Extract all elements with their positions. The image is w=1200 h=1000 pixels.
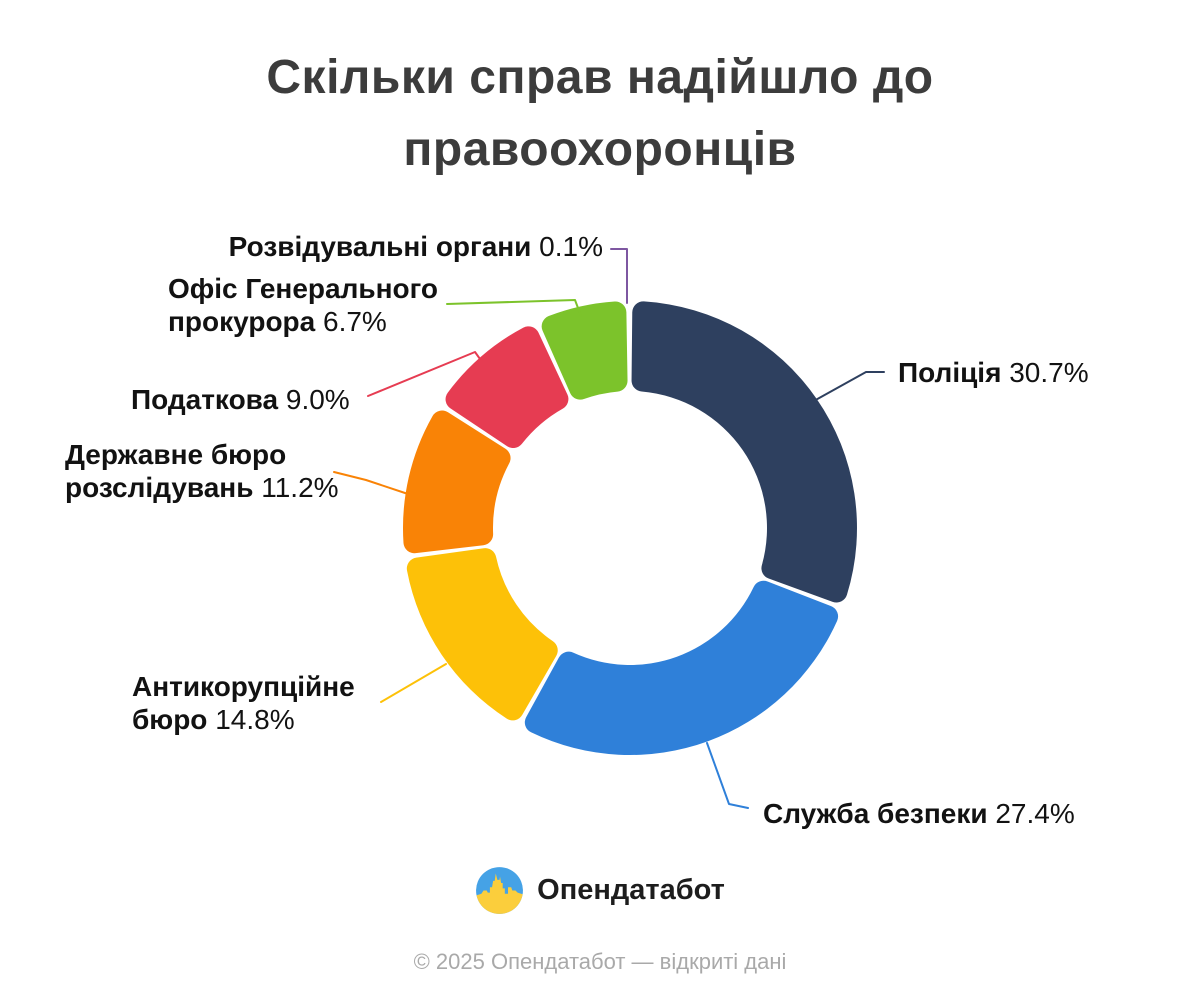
leader-line-prosecutor-general-office (446, 299, 582, 317)
slice-label-police: Поліція 30.7% (898, 356, 1089, 389)
slice-name-police: Поліція (898, 357, 1002, 388)
slice-label-security-service: Служба безпеки 27.4% (763, 797, 1075, 830)
leader-line-state-bureau (333, 471, 409, 495)
slice-name-state-bureau: розслідувань (65, 472, 254, 503)
slice-percent-anticorruption-bureau: 14.8% (215, 704, 295, 735)
slice-label-prosecutor-general-office: Офіс Генерального прокурора 6.7% (168, 272, 438, 338)
slice-anticorruption-bureau (406, 548, 558, 721)
slice-tax-service (445, 326, 569, 449)
leader-line-tax-service (367, 351, 486, 397)
slice-name-intelligence: Розвідувальні органи (228, 231, 532, 262)
slice-percent-tax-service: 9.0% (285, 384, 350, 415)
slice-name-anticorruption-bureau: бюро (132, 704, 208, 735)
page-title-line1: Скільки справ надійшло до (266, 51, 934, 104)
slice-percent-security-service: 27.4% (995, 798, 1075, 829)
slice-percent-state-bureau: 11.2% (261, 472, 339, 503)
slice-name-prosecutor-general-office: Офіс Генерального (168, 273, 439, 304)
slice-percent-intelligence: 0.1% (539, 231, 603, 262)
slice-police (631, 301, 857, 603)
slice-state-bureau (402, 410, 511, 554)
slice-name-anticorruption-bureau: Антикорупційне (132, 671, 355, 702)
leader-line-intelligence (610, 248, 628, 304)
slice-percent-prosecutor-general-office: 6.7% (323, 306, 387, 337)
slice-label-state-bureau: Державне бюро розслідувань 11.2% (65, 438, 339, 504)
opendatabot-logo-icon (476, 867, 524, 914)
slice-prosecutor-general-office (541, 301, 628, 400)
slice-label-tax-service: Податкова 9.0% (131, 383, 350, 416)
page-title-line2: правоохоронців (403, 123, 797, 176)
slice-label-anticorruption-bureau: Антикорупційне бюро 14.8% (132, 670, 355, 736)
slice-name-tax-service: Податкова (131, 384, 279, 415)
footer-text: © 2025 Опендатабот — відкриті дані (413, 949, 787, 974)
slice-percent-police: 30.7% (1009, 357, 1089, 388)
slice-name-prosecutor-general-office: прокурора (168, 306, 316, 337)
slice-security-service (524, 580, 839, 756)
leader-line-anticorruption-bureau (380, 663, 447, 703)
logo: Опендатабот (0, 866, 1200, 915)
slice-name-state-bureau: Державне бюро (65, 439, 287, 470)
leader-line-security-service (706, 742, 749, 809)
logo-text: Опендатабот (537, 874, 725, 906)
slice-name-security-service: Служба безпеки (763, 798, 988, 829)
slice-label-intelligence: Розвідувальні органи 0.1% (229, 230, 603, 263)
leader-line-police (811, 371, 885, 403)
page-title: Скільки справ надійшло до правоохоронців (0, 42, 1200, 186)
